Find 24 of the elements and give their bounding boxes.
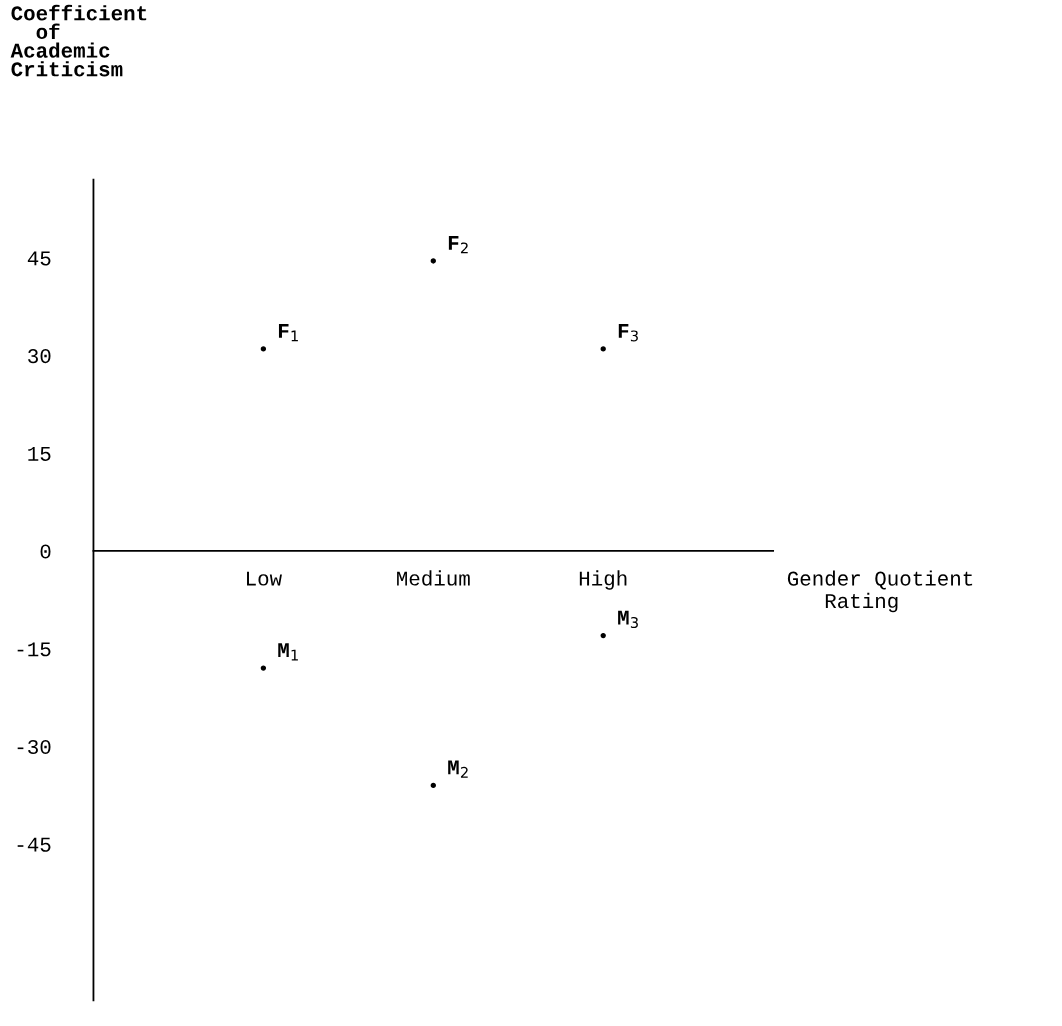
- point: [260, 346, 267, 352]
- point: [430, 258, 436, 264]
- y-axis-title: Coefficient of Academic Criticism: [10, 4, 147, 77]
- y-tick-label: 30: [28, 349, 51, 364]
- annotation: F$_{3}$: [618, 324, 638, 342]
- annotation: F$_{1}$: [278, 324, 298, 342]
- point: [600, 346, 606, 352]
- x-tick-label: Low: [247, 571, 282, 586]
- x-tick-label: Medium: [397, 570, 470, 586]
- annotation: M$_{3}$: [618, 610, 638, 629]
- point: [260, 665, 267, 671]
- y-tick-label: -15: [17, 642, 51, 657]
- y-tick-label: -45: [17, 837, 51, 852]
- point: [430, 782, 436, 789]
- y-tick-label: 15: [28, 446, 51, 461]
- annotation: M$_{2}$: [448, 760, 468, 778]
- x-tick-label: High: [579, 570, 627, 590]
- annotation: F$_{2}$: [448, 236, 468, 254]
- y-tick-label: 45: [27, 251, 51, 266]
- point: [600, 632, 606, 639]
- annotation: M$_{1}$: [278, 643, 298, 661]
- y-tick-label: 0: [40, 544, 51, 559]
- y-tick-label: -30: [17, 739, 51, 755]
- x-axis-title: Gender Quotient Rating: [787, 570, 973, 613]
